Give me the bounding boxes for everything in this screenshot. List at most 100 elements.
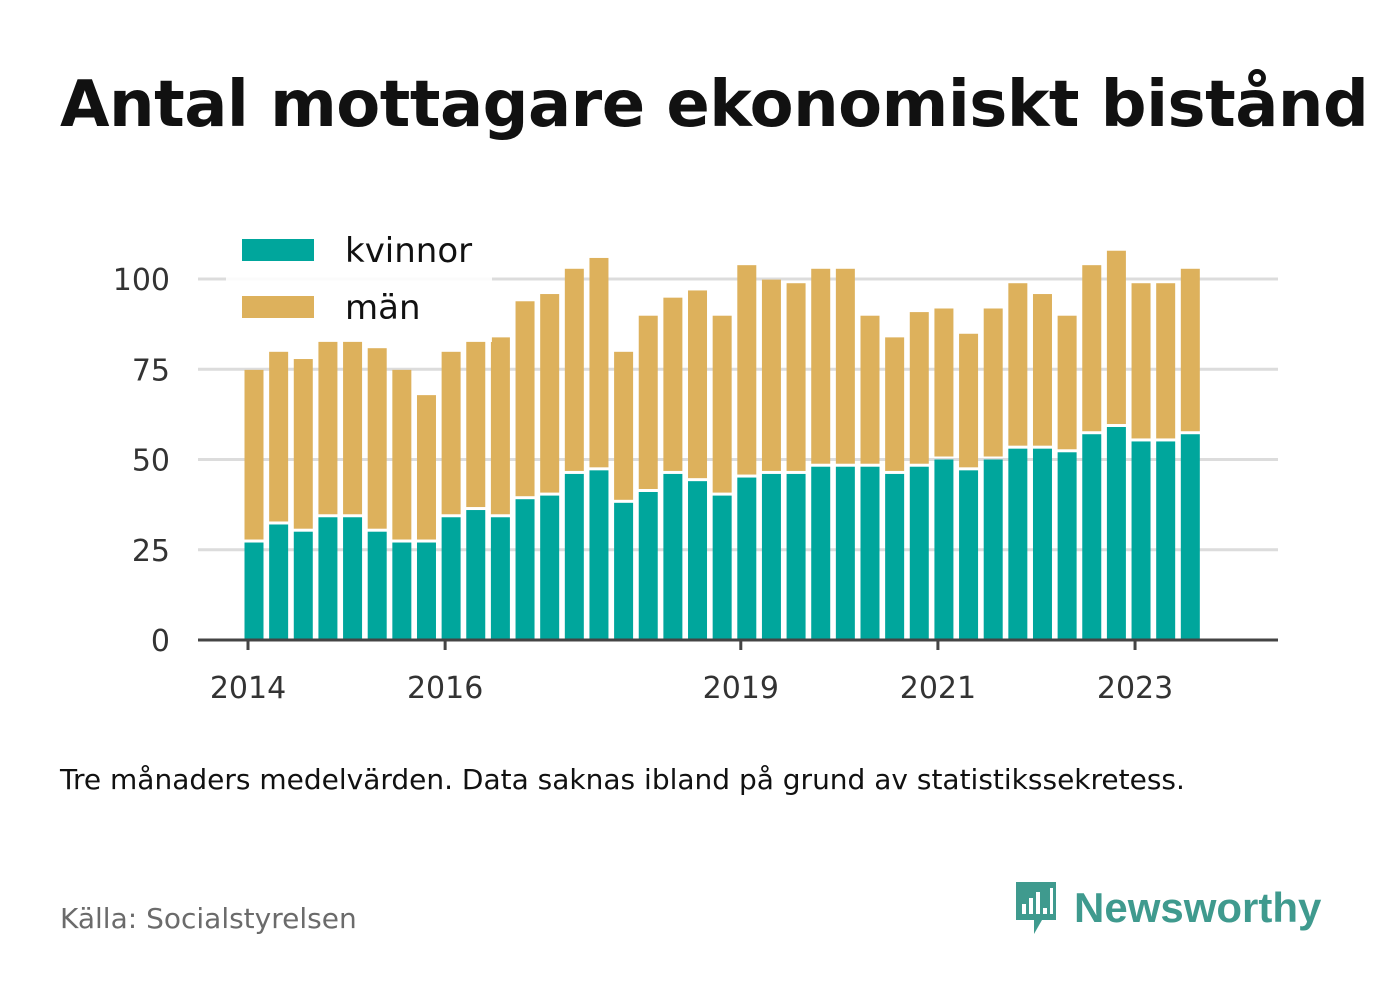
bar-kvinnor [786,473,806,640]
bar-kvinnor [1032,448,1052,640]
bar-man [441,351,461,515]
bars [244,250,1200,640]
bar-man [589,257,609,468]
legend: kvinnor män [226,226,492,342]
bar-kvinnor [1008,448,1028,640]
bar-kvinnor [318,517,338,640]
bar-kvinnor [392,542,412,640]
bar-man [909,312,929,464]
bar-man [293,359,313,529]
bar-kvinnor [934,459,954,640]
bar-kvinnor [1106,427,1126,640]
x-tick-label: 2014 [210,671,286,706]
bar-man [466,340,486,508]
bar-kvinnor [244,542,264,640]
bar-kvinnor [909,466,929,640]
bar-kvinnor [959,470,979,640]
bar-kvinnor [614,502,634,640]
legend-label: kvinnor [345,231,472,271]
bar-kvinnor [269,524,289,640]
y-tick-label: 25 [132,534,170,569]
bar-kvinnor [1082,434,1102,640]
bar-man [515,301,535,497]
bar-kvinnor [293,531,313,640]
newsworthy-logo: Newsworthy [1012,878,1321,938]
bar-kvinnor [737,477,757,640]
bar-man [490,337,510,515]
source-credit: Källa: Socialstyrelsen [60,902,357,935]
bar-man [737,265,757,475]
bar-man [540,294,560,493]
bar-man [1032,294,1052,446]
bar-man [934,308,954,457]
bar-man [1106,250,1126,425]
bar-kvinnor [811,466,831,640]
chart-note: Tre månaders medelvärden. Data saknas ib… [60,763,1185,796]
bar-man [959,333,979,468]
x-tick-label: 2021 [900,671,976,706]
bar-man [614,351,634,500]
bar-kvinnor [885,473,905,640]
bar-man [688,290,708,479]
bar-man [860,315,880,464]
bar-man [983,308,1003,457]
bar-kvinnor [589,470,609,640]
bar-man [712,315,732,493]
bar-man [1082,265,1102,432]
brand-name: Newsworthy [1074,884,1322,931]
bar-man [1008,283,1028,446]
x-tick-label: 2016 [407,671,483,706]
legend-label: män [345,288,421,328]
y-tick-label: 50 [132,444,170,479]
bar-kvinnor [983,459,1003,640]
bar-kvinnor [835,466,855,640]
bar-kvinnor [540,495,560,640]
bar-kvinnor [441,517,461,640]
bar-man [367,348,387,529]
bar-kvinnor [1057,452,1077,640]
bar-kvinnor [416,542,436,640]
bar-man [663,297,683,471]
bar-man [244,369,264,540]
bar-kvinnor [761,473,781,640]
bar-kvinnor [1156,441,1176,640]
bar-man [318,340,338,515]
bar-man [811,268,831,464]
bar-kvinnor [638,491,658,640]
bar-man [761,279,781,471]
axes: 0 25 50 75 100 2014 2016 2019 2021 2023 [113,263,1278,706]
y-tick-label: 75 [132,353,170,388]
bar-man [835,268,855,464]
bar-kvinnor [564,473,584,640]
bar-man [1131,283,1151,439]
bar-kvinnor [712,495,732,640]
bar-man [885,337,905,471]
bar-man [343,340,363,515]
bar-man [1180,268,1200,432]
bar-kvinnor [1131,441,1151,640]
bar-kvinnor [466,510,486,640]
bar-kvinnor [860,466,880,640]
bar-kvinnor [490,517,510,640]
bar-kvinnor [367,531,387,640]
y-tick-label: 100 [113,263,170,298]
x-tick-label: 2023 [1097,671,1173,706]
bar-man [564,268,584,471]
bar-kvinnor [343,517,363,640]
bar-kvinnor [663,473,683,640]
bar-man [1156,283,1176,439]
bar-kvinnor [515,499,535,640]
bar-kvinnor [1180,434,1200,640]
y-tick-label: 0 [151,624,170,659]
bar-man [1057,315,1077,450]
bar-man [786,283,806,471]
bar-man [392,369,412,540]
x-tick-label: 2019 [703,671,779,706]
legend-swatch [242,239,314,261]
chart-title: Antal mottagare ekonomiskt bistånd [60,68,1369,142]
bar-man [416,395,436,540]
bar-kvinnor [688,481,708,640]
legend-swatch [242,296,314,318]
bar-man [638,315,658,489]
